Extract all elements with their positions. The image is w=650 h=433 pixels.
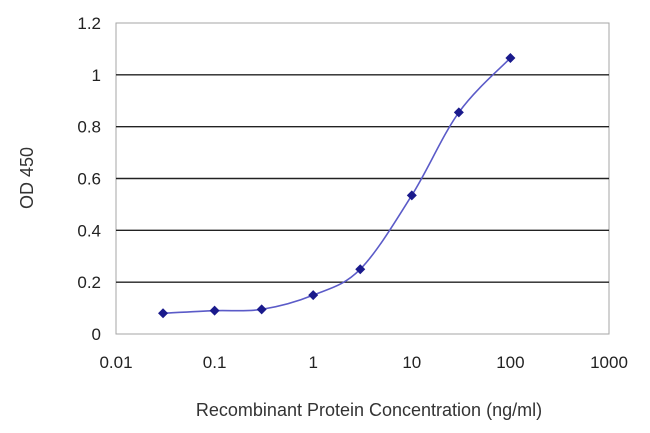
x-tick-label: 1000 bbox=[590, 353, 628, 372]
x-tick-label: 1 bbox=[308, 353, 317, 372]
y-tick-label: 0 bbox=[92, 325, 101, 344]
data-point bbox=[453, 107, 464, 118]
grid-lines bbox=[116, 74, 609, 283]
y-tick-label: 1.2 bbox=[77, 14, 101, 33]
data-point bbox=[158, 308, 169, 319]
y-tick-label: 0.6 bbox=[77, 170, 101, 189]
data-point bbox=[505, 52, 516, 63]
x-tick-label: 10 bbox=[402, 353, 421, 372]
data-points bbox=[158, 52, 516, 319]
y-tick-labels: 0 0.2 0.4 0.6 0.8 1 1.2 bbox=[77, 14, 101, 344]
x-tick-label: 0.01 bbox=[99, 353, 132, 372]
y-tick-label: 0.4 bbox=[77, 221, 101, 240]
fitted-curve bbox=[163, 57, 511, 315]
data-point bbox=[355, 264, 366, 275]
y-tick-label: 1 bbox=[92, 66, 101, 85]
data-point bbox=[308, 290, 319, 301]
x-axis-title: Recombinant Protein Concentration (ng/ml… bbox=[196, 400, 542, 420]
y-axis-title: OD 450 bbox=[17, 147, 37, 209]
x-tick-labels: 0.01 0.1 1 10 100 1000 bbox=[99, 353, 627, 372]
data-point bbox=[209, 305, 220, 316]
x-tick-label: 0.1 bbox=[203, 353, 227, 372]
data-point bbox=[256, 304, 267, 315]
y-tick-label: 0.8 bbox=[77, 118, 101, 137]
y-tick-label: 0.2 bbox=[77, 273, 101, 292]
x-tick-label: 100 bbox=[496, 353, 524, 372]
data-point bbox=[406, 190, 417, 201]
